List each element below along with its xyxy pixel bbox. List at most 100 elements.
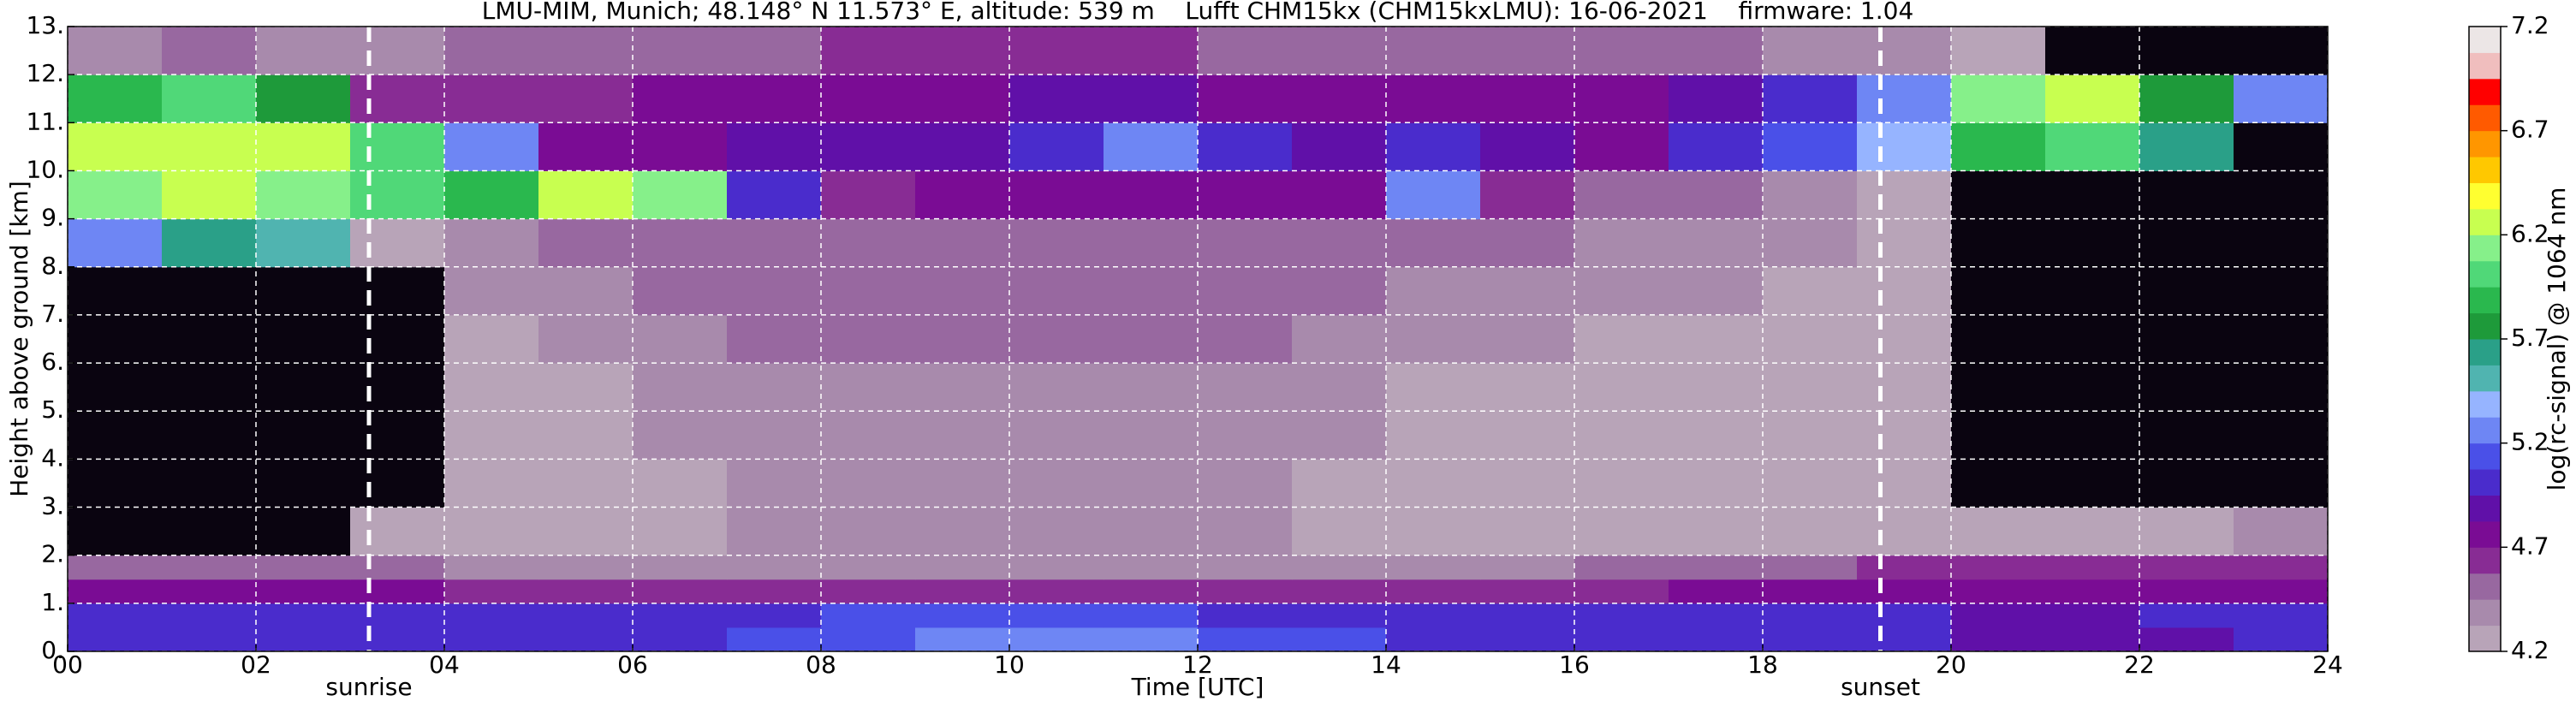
heatmap-cell bbox=[1857, 363, 1952, 412]
heatmap-cell bbox=[821, 218, 916, 268]
colorbar-band bbox=[2469, 312, 2501, 340]
heatmap-cell bbox=[68, 122, 163, 171]
heatmap-cell bbox=[1857, 627, 1952, 652]
heatmap-cell bbox=[1951, 74, 2046, 123]
heatmap-cell bbox=[1574, 555, 1669, 580]
heatmap-cell bbox=[1198, 627, 1293, 652]
heatmap-cell bbox=[538, 411, 634, 460]
heatmap-cell bbox=[1669, 27, 1764, 75]
heatmap-cell bbox=[68, 170, 163, 220]
heatmap-cell bbox=[1857, 27, 1952, 75]
heatmap-cell bbox=[444, 122, 539, 171]
heatmap-cell bbox=[1386, 507, 1481, 556]
heatmap-cell bbox=[915, 314, 1010, 364]
heatmap-cell bbox=[1763, 218, 1858, 268]
heatmap-cell bbox=[1104, 74, 1199, 123]
heatmap-cell bbox=[256, 218, 351, 268]
heatmap-cell bbox=[2234, 218, 2329, 268]
heatmap-cell bbox=[1574, 363, 1669, 412]
heatmap-cell bbox=[1104, 266, 1199, 316]
heatmap-cell bbox=[2234, 266, 2329, 316]
colorbar-band bbox=[2469, 27, 2501, 53]
heatmap-cell bbox=[1669, 459, 1764, 508]
heatmap-cell bbox=[821, 627, 916, 652]
heatmap-cell bbox=[2139, 218, 2234, 268]
heatmap-cell bbox=[538, 507, 634, 556]
heatmap-cell bbox=[1386, 555, 1481, 580]
y-tick-label: 1. bbox=[41, 588, 64, 616]
heatmap-cell bbox=[1009, 122, 1104, 171]
heatmap-cell bbox=[2139, 507, 2234, 556]
heatmap-cell bbox=[633, 314, 728, 364]
heatmap-cell bbox=[1574, 603, 1669, 628]
heatmap-cell bbox=[1009, 555, 1104, 580]
heatmap-cell bbox=[1386, 27, 1481, 75]
heatmap-cell bbox=[1480, 555, 1575, 580]
heatmap-cell bbox=[915, 555, 1010, 580]
colorbar-band bbox=[2469, 390, 2501, 418]
heatmap-cell bbox=[727, 507, 822, 556]
heatmap-cell bbox=[68, 363, 163, 412]
heatmap-cell bbox=[256, 27, 351, 75]
y-axis-label: Height above ground [km] bbox=[5, 181, 33, 497]
colorbar-band bbox=[2469, 52, 2501, 80]
heatmap-cell bbox=[162, 555, 257, 580]
heatmap-cell bbox=[2234, 27, 2329, 75]
heatmap-cell bbox=[1292, 170, 1387, 220]
heatmap-cell bbox=[538, 627, 634, 652]
heatmap-cell bbox=[1857, 555, 1952, 580]
heatmap-cell bbox=[68, 603, 163, 628]
heatmap-cell bbox=[256, 579, 351, 604]
heatmap-cell bbox=[915, 363, 1010, 412]
heatmap-cell bbox=[1292, 579, 1387, 604]
heatmap-cell bbox=[1198, 459, 1293, 508]
heatmap-cell bbox=[915, 603, 1010, 628]
heatmap-cell bbox=[1669, 555, 1764, 580]
heatmap-cell bbox=[821, 266, 916, 316]
heatmap-cell bbox=[2234, 459, 2329, 508]
heatmap-cell bbox=[2139, 122, 2234, 171]
heatmap-cell bbox=[1574, 122, 1669, 171]
heatmap-cell bbox=[1104, 459, 1199, 508]
heatmap-cell bbox=[444, 459, 539, 508]
heatmap-cell bbox=[1009, 218, 1104, 268]
heatmap-cell bbox=[162, 459, 257, 508]
heatmap-cell bbox=[444, 218, 539, 268]
heatmap-cell bbox=[1480, 603, 1575, 628]
heatmap-cell bbox=[1669, 603, 1764, 628]
heatmap-cell bbox=[68, 579, 163, 604]
heatmap-cell bbox=[538, 170, 634, 220]
heatmap-cell bbox=[1104, 507, 1199, 556]
heatmap-cell bbox=[727, 603, 822, 628]
heatmap-cell bbox=[915, 411, 1010, 460]
heatmap-cell bbox=[68, 218, 163, 268]
heatmap-cell bbox=[1857, 603, 1952, 628]
heatmap-cell bbox=[727, 363, 822, 412]
heatmap-cell bbox=[821, 603, 916, 628]
heatmap-cell bbox=[821, 459, 916, 508]
heatmap-cell bbox=[1857, 507, 1952, 556]
heatmap-cell bbox=[1951, 603, 2046, 628]
heatmap-cell bbox=[162, 266, 257, 316]
heatmap-cell bbox=[2139, 411, 2234, 460]
heatmap bbox=[68, 27, 2329, 652]
heatmap-cell bbox=[633, 627, 728, 652]
colorbar-band bbox=[2469, 495, 2501, 522]
heatmap-cell bbox=[444, 363, 539, 412]
heatmap-cell bbox=[350, 363, 445, 412]
heatmap-cell bbox=[2045, 363, 2140, 412]
heatmap-cell bbox=[1198, 122, 1293, 171]
y-tick-label: 11. bbox=[26, 107, 64, 135]
heatmap-cell bbox=[727, 459, 822, 508]
colorbar-tick-label: 5.7 bbox=[2511, 324, 2549, 352]
colorbar-band bbox=[2469, 443, 2501, 470]
heatmap-cell bbox=[1292, 218, 1387, 268]
heatmap-cell bbox=[2045, 266, 2140, 316]
annotation-label: sunset bbox=[1841, 673, 1920, 701]
heatmap-cell bbox=[1386, 363, 1481, 412]
heatmap-cell bbox=[1104, 363, 1199, 412]
heatmap-cell bbox=[1857, 74, 1952, 123]
heatmap-cell bbox=[444, 603, 539, 628]
heatmap-cell bbox=[1574, 459, 1669, 508]
